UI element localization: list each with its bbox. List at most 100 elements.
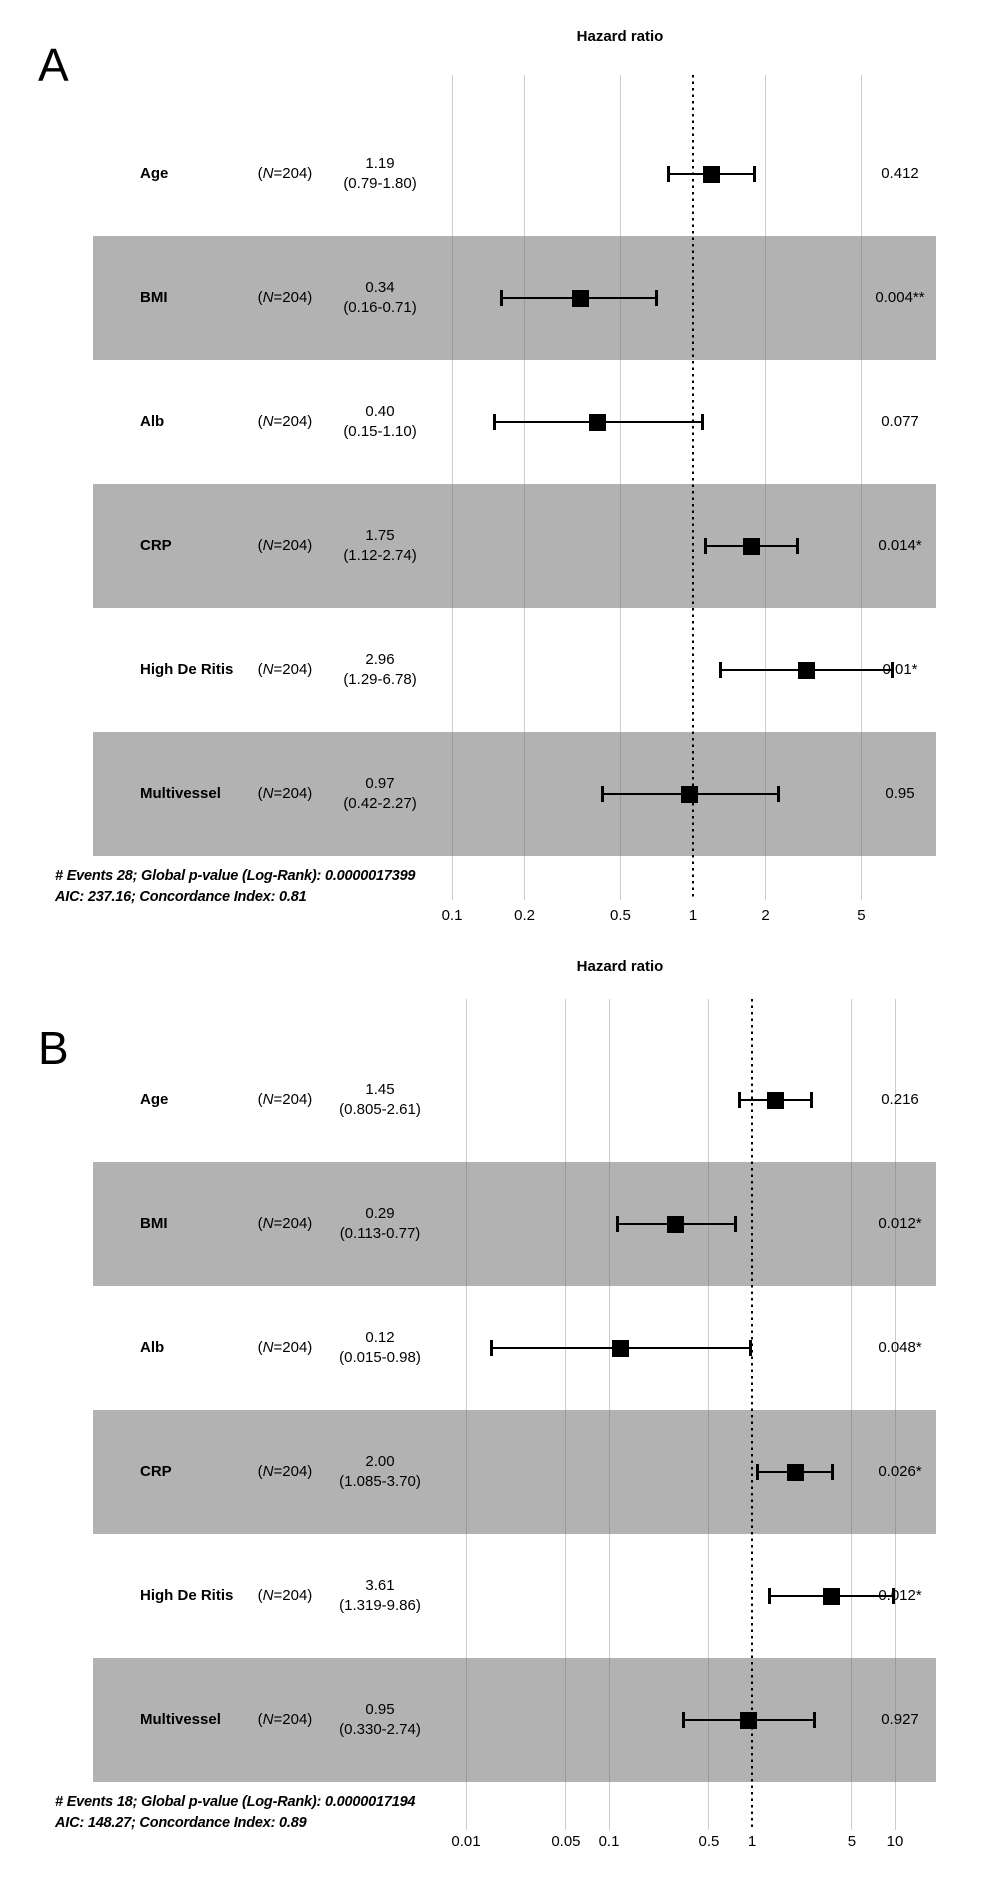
hr-marker bbox=[743, 537, 761, 555]
tick-label: 0.5 bbox=[698, 1833, 720, 1850]
variable-label: BMI bbox=[140, 289, 168, 306]
variable-label: High De Ritis bbox=[140, 661, 234, 678]
hr-marker bbox=[681, 785, 699, 803]
ci-cap-left bbox=[756, 1464, 760, 1480]
hr-marker bbox=[702, 165, 720, 183]
ci-cap-right bbox=[752, 166, 756, 182]
ci-text: (0.79-1.80) bbox=[343, 175, 417, 192]
p-value: 0.014* bbox=[878, 537, 922, 554]
p-value: 0.927 bbox=[881, 1711, 919, 1728]
hr-marker bbox=[666, 1215, 684, 1233]
hr-marker bbox=[823, 1587, 841, 1605]
n-label: (N=204) bbox=[257, 661, 313, 678]
footer-line-1: # Events 18; Global p-value (Log-Rank): … bbox=[55, 1794, 416, 1810]
ci-cap-left bbox=[718, 662, 722, 678]
estimate-block: 0.34 (0.16-0.71) bbox=[318, 278, 442, 318]
hr-marker bbox=[588, 413, 606, 431]
hr-marker bbox=[611, 1339, 629, 1357]
ci-text: (1.29-6.78) bbox=[343, 671, 417, 688]
estimate-value: 2.00 bbox=[365, 1453, 395, 1470]
gridline bbox=[524, 75, 526, 900]
n-label: (N=204) bbox=[257, 1339, 313, 1356]
variable-label: Age bbox=[140, 1091, 169, 1108]
ci-cap-left bbox=[703, 538, 707, 554]
ci-text: (0.15-1.10) bbox=[343, 423, 417, 440]
n-label: (N=204) bbox=[257, 289, 313, 306]
panel-a-letter: A bbox=[38, 39, 69, 91]
estimate-value: 0.12 bbox=[365, 1329, 395, 1346]
ci-text: (0.16-0.71) bbox=[343, 299, 417, 316]
estimate-block: 1.45 (0.805-2.61) bbox=[318, 1080, 442, 1120]
ci-text: (0.330-2.74) bbox=[339, 1721, 421, 1738]
gridline bbox=[565, 999, 567, 1830]
gridline bbox=[465, 999, 467, 1830]
ref-line bbox=[751, 999, 753, 1830]
ci-cap-left bbox=[601, 786, 605, 802]
estimate-value: 0.29 bbox=[365, 1205, 395, 1222]
n-label: (N=204) bbox=[257, 537, 313, 554]
n-label: (N=204) bbox=[257, 1463, 313, 1480]
n-label: (N=204) bbox=[257, 1215, 313, 1232]
variable-label: High De Ritis bbox=[140, 1587, 234, 1604]
stripe-band bbox=[93, 1162, 936, 1286]
variable-label: Multivessel bbox=[140, 1711, 221, 1728]
ci-text: (0.113-0.77) bbox=[339, 1225, 421, 1242]
tick-label: 0.5 bbox=[610, 907, 631, 924]
panel-a-title: Hazard ratio bbox=[576, 28, 664, 45]
hr-marker bbox=[786, 1463, 804, 1481]
gridline bbox=[451, 75, 453, 900]
ci-cap-right bbox=[700, 414, 704, 430]
variable-label: BMI bbox=[140, 1215, 168, 1232]
variable-label: Multivessel bbox=[140, 785, 221, 802]
estimate-block: 3.61 (1.319-9.86) bbox=[318, 1576, 442, 1616]
tick-label: 10 bbox=[886, 1833, 904, 1850]
gridline bbox=[851, 999, 853, 1830]
variable-label: CRP bbox=[140, 537, 172, 554]
ci-cap-right bbox=[733, 1216, 737, 1232]
gridline bbox=[860, 75, 862, 900]
tick-label: 0.05 bbox=[551, 1833, 581, 1850]
stripe-band bbox=[93, 732, 936, 856]
estimate-value: 1.45 bbox=[365, 1081, 395, 1098]
ci-cap-right bbox=[748, 1340, 752, 1356]
estimate-block: 0.29 (0.113-0.77) bbox=[318, 1204, 442, 1244]
ci-cap-right bbox=[655, 290, 659, 306]
tick-label: 0.01 bbox=[451, 1833, 481, 1850]
gridline bbox=[894, 999, 896, 1830]
panel-a: A Hazard ratio 0.1 0.2 0.5 1 2 5 Age (N=204) 1.1… bbox=[0, 0, 1000, 940]
tick-label: 1 bbox=[747, 1833, 757, 1850]
hr-marker bbox=[740, 1711, 758, 1729]
estimate-value: 0.95 bbox=[365, 1701, 395, 1718]
p-value: 0.216 bbox=[881, 1091, 919, 1108]
p-value: 0.012* bbox=[878, 1215, 922, 1232]
variable-label: Age bbox=[140, 165, 169, 182]
variable-label: Alb bbox=[140, 413, 165, 430]
estimate-block: 1.75 (1.12-2.74) bbox=[318, 526, 442, 566]
ci-cap-right bbox=[831, 1464, 835, 1480]
panel-b: B Hazard ratio 0.01 0.05 0.1 0.5 1 5 10 Age (N=2… bbox=[0, 940, 1000, 1886]
ci-cap-left bbox=[768, 1588, 772, 1604]
ci-cap-left bbox=[682, 1712, 686, 1728]
ci-cap-left bbox=[490, 1340, 494, 1356]
footer-line-1: # Events 28; Global p-value (Log-Rank): … bbox=[55, 868, 416, 884]
estimate-value: 0.40 bbox=[365, 403, 395, 420]
ci-text: (1.085-3.70) bbox=[339, 1473, 421, 1490]
variable-label: CRP bbox=[140, 1463, 172, 1480]
gridline bbox=[619, 75, 621, 900]
variable-label: Alb bbox=[140, 1339, 165, 1356]
ci-text: (0.42-2.27) bbox=[343, 795, 417, 812]
n-label: (N=204) bbox=[257, 1711, 313, 1728]
footer-line-2: AIC: 237.16; Concordance Index: 0.81 bbox=[55, 889, 307, 905]
panel-a-footer: # Events 28; Global p-value (Log-Rank): … bbox=[55, 866, 416, 908]
estimate-value: 0.97 bbox=[365, 775, 395, 792]
hr-marker bbox=[766, 1091, 784, 1109]
ci-cap-right bbox=[796, 538, 800, 554]
estimate-value: 2.96 bbox=[365, 651, 395, 668]
footer-line-2: AIC: 148.27; Concordance Index: 0.89 bbox=[55, 1815, 307, 1831]
estimate-value: 1.75 bbox=[365, 527, 395, 544]
p-value: 0.95 bbox=[885, 785, 915, 802]
gridline bbox=[608, 999, 610, 1830]
estimate-block: 0.40 (0.15-1.10) bbox=[318, 402, 442, 442]
ci-cap-right bbox=[892, 1588, 896, 1604]
